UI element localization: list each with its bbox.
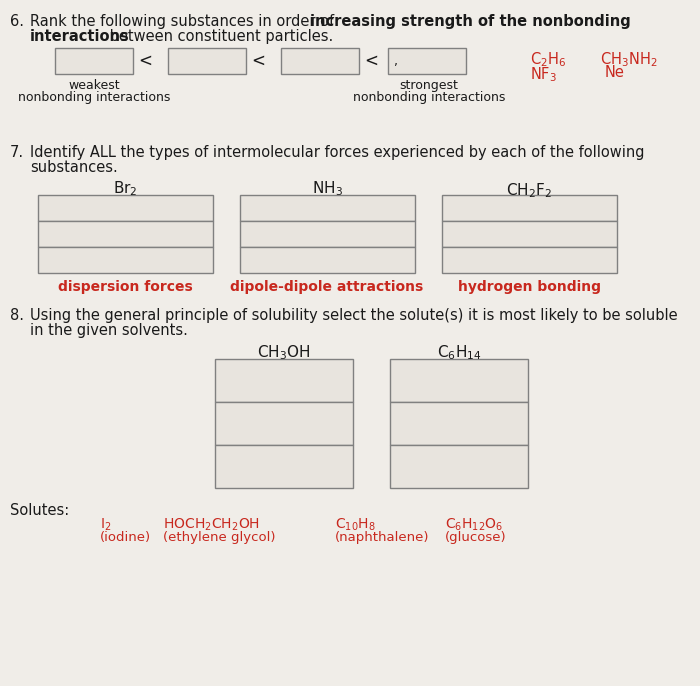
Text: (glucose): (glucose) (445, 531, 507, 544)
Bar (390, 359, 528, 402)
Text: $\mathregular{C_{10}H_8}$: $\mathregular{C_{10}H_8}$ (335, 517, 376, 534)
Text: in the given solvents.: in the given solvents. (30, 323, 188, 338)
Bar (168, 48, 246, 74)
Bar (215, 359, 353, 402)
Text: $\mathregular{NH_3}$: $\mathregular{NH_3}$ (312, 179, 342, 198)
Bar (442, 195, 617, 221)
Text: between constituent particles.: between constituent particles. (105, 29, 333, 44)
Bar (38, 221, 213, 247)
Text: <: < (138, 52, 152, 70)
Bar (240, 195, 415, 221)
Text: increasing strength of the nonbonding: increasing strength of the nonbonding (310, 14, 631, 29)
Text: Rank the following substances in order of: Rank the following substances in order o… (30, 14, 339, 29)
Text: strongest: strongest (400, 79, 459, 92)
Text: $\mathregular{CH_3OH}$: $\mathregular{CH_3OH}$ (258, 343, 311, 362)
Text: hydrogen bonding: hydrogen bonding (458, 280, 601, 294)
Text: $\mathregular{Br_2}$: $\mathregular{Br_2}$ (113, 179, 137, 198)
Bar (215, 402, 353, 445)
Text: nonbonding interactions: nonbonding interactions (18, 91, 170, 104)
Text: Solutes:: Solutes: (10, 503, 69, 518)
Text: dispersion forces: dispersion forces (57, 280, 192, 294)
Bar (281, 48, 359, 74)
Bar (215, 445, 353, 488)
Text: $\mathregular{HOCH_2CH_2OH}$: $\mathregular{HOCH_2CH_2OH}$ (163, 517, 260, 534)
Text: ,: , (394, 54, 398, 67)
Text: dipole-dipole attractions: dipole-dipole attractions (230, 280, 424, 294)
Text: Using the general principle of solubility select the solute(s) it is most likely: Using the general principle of solubilit… (30, 308, 678, 323)
Text: interactions: interactions (30, 29, 130, 44)
Bar (240, 221, 415, 247)
Text: 6.: 6. (10, 14, 24, 29)
Bar (442, 247, 617, 273)
Bar (390, 445, 528, 488)
Text: $\mathregular{CH_3NH_2}$: $\mathregular{CH_3NH_2}$ (600, 50, 658, 69)
Bar (240, 247, 415, 273)
Text: (ethylene glycol): (ethylene glycol) (163, 531, 276, 544)
Text: $\mathregular{C_6H_{12}O_6}$: $\mathregular{C_6H_{12}O_6}$ (445, 517, 503, 534)
Text: $\mathregular{I_2}$: $\mathregular{I_2}$ (100, 517, 111, 534)
Bar (442, 221, 617, 247)
Bar (38, 247, 213, 273)
Text: (iodine): (iodine) (100, 531, 151, 544)
Bar (390, 402, 528, 445)
Text: $\mathregular{C_6H_{14}}$: $\mathregular{C_6H_{14}}$ (437, 343, 482, 362)
Text: Ne: Ne (605, 65, 625, 80)
Text: $\mathregular{NF_3}$: $\mathregular{NF_3}$ (530, 65, 557, 84)
Text: $\mathregular{C_2H_6}$: $\mathregular{C_2H_6}$ (530, 50, 566, 69)
Text: Identify ALL the types of intermolecular forces experienced by each of the follo: Identify ALL the types of intermolecular… (30, 145, 645, 160)
Bar (55, 48, 133, 74)
Bar (38, 195, 213, 221)
Text: $\mathregular{CH_2F_2}$: $\mathregular{CH_2F_2}$ (506, 181, 552, 200)
Text: (naphthalene): (naphthalene) (335, 531, 430, 544)
Text: nonbonding interactions: nonbonding interactions (353, 91, 505, 104)
Bar (388, 48, 466, 74)
Text: 7.: 7. (10, 145, 24, 160)
Text: <: < (251, 52, 265, 70)
Text: <: < (364, 52, 378, 70)
Text: weakest: weakest (68, 79, 120, 92)
Text: 8.: 8. (10, 308, 24, 323)
Text: substances.: substances. (30, 160, 118, 175)
